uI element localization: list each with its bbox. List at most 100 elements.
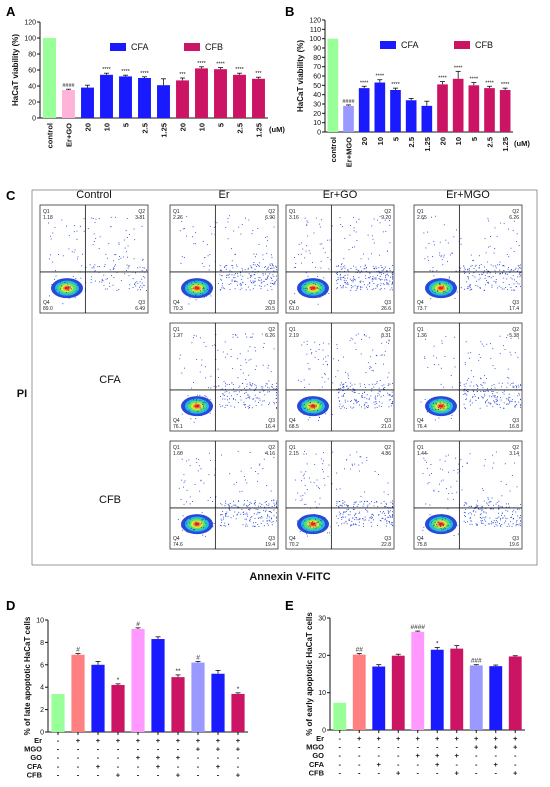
event-dot [74, 294, 76, 296]
event-dot [236, 394, 238, 396]
event-dot [498, 382, 500, 384]
event-dot [501, 506, 503, 508]
event-dot [80, 277, 82, 279]
event-dot [306, 245, 308, 247]
event-dot [503, 345, 505, 347]
event-dot [337, 397, 339, 399]
event-dot [381, 270, 383, 272]
event-dot [236, 273, 238, 275]
bar [43, 38, 56, 118]
event-dot [383, 387, 384, 389]
event-dot [273, 388, 275, 390]
event-dot [267, 240, 268, 242]
event-dot [428, 521, 430, 523]
event-dot [271, 506, 273, 507]
event-dot [248, 394, 250, 396]
bar [508, 656, 522, 730]
event-dot [196, 532, 198, 534]
population-density [194, 522, 200, 526]
event-dot [212, 345, 214, 347]
event-dot [489, 501, 491, 503]
column-header: Er [219, 189, 230, 201]
x-tick-label: 10 [198, 123, 207, 131]
event-dot [81, 253, 83, 255]
event-dot [476, 280, 478, 282]
event-dot [490, 388, 492, 389]
event-dot [469, 523, 471, 525]
event-dot [114, 254, 116, 256]
treatment-sign: - [475, 760, 478, 769]
column-header: Er+MGO [446, 189, 490, 201]
event-dot [372, 277, 374, 279]
event-dot [433, 240, 435, 242]
event-dot [51, 283, 53, 285]
event-dot [48, 222, 49, 224]
event-dot [301, 498, 303, 500]
event-dot [264, 267, 266, 268]
event-dot [104, 264, 106, 266]
event-dot [216, 386, 218, 388]
quadrant-name: Q4 [173, 418, 180, 424]
event-dot [246, 386, 248, 388]
event-dot [272, 283, 274, 285]
event-dot [178, 487, 180, 489]
event-dot [271, 500, 273, 502]
event-dot [179, 358, 181, 360]
event-dot [327, 257, 329, 258]
event-dot [344, 275, 346, 276]
event-dot [329, 239, 331, 241]
event-dot [322, 342, 324, 344]
event-dot [255, 385, 257, 387]
event-dot [253, 503, 255, 505]
quadrant-q1-value: 2.65 [417, 215, 427, 221]
event-dot [202, 518, 204, 520]
event-dot [512, 511, 514, 513]
event-dot [196, 359, 198, 360]
event-dot [235, 505, 237, 507]
event-dot [392, 400, 393, 402]
event-dot [484, 524, 486, 526]
event-dot [203, 342, 205, 343]
event-dot [489, 272, 491, 274]
event-dot [510, 269, 512, 271]
event-dot [314, 287, 315, 289]
event-dot [124, 247, 126, 249]
event-dot [502, 272, 504, 274]
event-dot [441, 259, 443, 261]
event-dot [325, 413, 327, 415]
event-dot [343, 522, 345, 524]
event-dot [336, 500, 338, 502]
event-dot [250, 275, 251, 276]
event-dot [242, 269, 244, 271]
event-dot [220, 503, 222, 505]
event-dot [200, 408, 202, 410]
event-dot [210, 375, 212, 377]
event-dot [492, 348, 494, 350]
event-dot [490, 236, 491, 237]
event-dot [303, 477, 305, 479]
event-dot [242, 281, 244, 283]
event-dot [217, 283, 219, 284]
event-dot [365, 372, 367, 374]
event-dot [298, 243, 300, 245]
treatment-sign: - [397, 760, 400, 769]
event-dot [429, 504, 431, 506]
event-dot [373, 386, 375, 388]
event-dot [342, 266, 344, 268]
event-dot [252, 271, 254, 272]
event-dot [516, 282, 518, 284]
event-dot [345, 283, 347, 285]
event-dot [210, 295, 212, 297]
event-dot [389, 510, 391, 512]
event-dot [505, 509, 507, 511]
event-dot [253, 513, 255, 515]
event-dot [251, 282, 253, 284]
event-dot [301, 480, 302, 482]
event-dot [303, 341, 305, 343]
event-dot [373, 283, 375, 284]
event-dot [181, 479, 183, 481]
event-dot [483, 266, 485, 268]
y-tick-label: 30 [318, 616, 326, 623]
event-dot [270, 286, 272, 287]
event-dot [237, 402, 239, 404]
